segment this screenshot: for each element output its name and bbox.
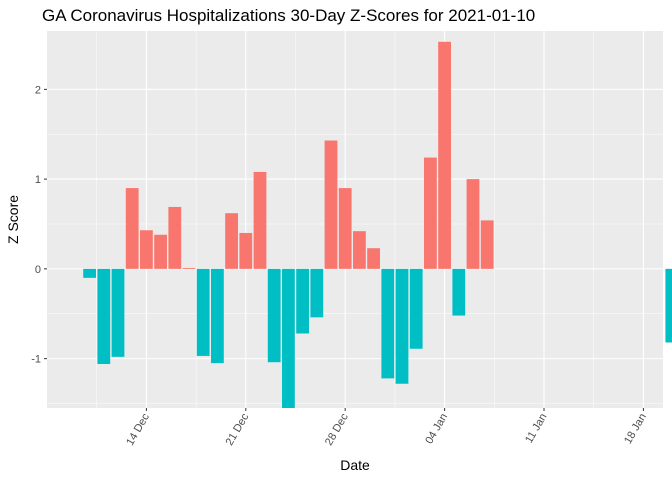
bar: [196, 268, 210, 356]
plot-panel: [47, 31, 663, 408]
bar: [310, 268, 324, 318]
y-tick-label: 2: [35, 84, 41, 96]
x-tick-label: 11 Jan: [523, 412, 550, 446]
x-tick-label: 28 Dec: [323, 411, 351, 448]
bar: [338, 188, 352, 269]
bar: [154, 234, 167, 269]
y-tick-label: 1: [35, 174, 41, 186]
y-tick-label: 0: [35, 264, 41, 276]
bar: [225, 213, 238, 269]
x-axis-title: Date: [340, 457, 370, 473]
y-axis: -1 0 1 2: [31, 84, 47, 366]
bar: [97, 268, 111, 365]
bar: [125, 188, 139, 269]
bar: [452, 268, 466, 316]
bar: [211, 268, 224, 364]
bar: [239, 232, 253, 269]
bar: [296, 268, 309, 334]
bar: [253, 171, 267, 269]
x-axis: 14 Dec 21 Dec 28 Dec 04 Jan 11 Jan 18 Jan: [124, 408, 649, 448]
x-tick-label: 21 Dec: [224, 411, 252, 448]
x-tick-label: 04 Jan: [423, 412, 450, 447]
bars: [83, 41, 672, 408]
x-tick-label: 14 Dec: [124, 411, 152, 448]
bar: [665, 268, 672, 343]
bar: [409, 268, 423, 349]
bar: [324, 140, 338, 269]
bar: [168, 206, 182, 269]
bar: [438, 41, 451, 269]
bar: [466, 179, 480, 269]
bar: [480, 220, 494, 269]
bar: [424, 157, 437, 269]
bar: [267, 268, 281, 363]
chart-title: GA Coronavirus Hospitalizations 30-Day Z…: [42, 6, 536, 25]
grid-minor: [47, 31, 663, 408]
y-axis-title: Z Score: [5, 195, 21, 244]
bar: [395, 268, 409, 384]
bar: [140, 230, 153, 269]
bar: [381, 268, 395, 379]
x-tick-label: 18 Jan: [622, 412, 649, 447]
bar: [353, 231, 366, 269]
y-tick-label: -1: [31, 354, 41, 366]
bar: [83, 268, 96, 278]
bar: [282, 268, 295, 408]
bar: [182, 267, 196, 269]
bar: [367, 248, 380, 269]
bar: [111, 268, 125, 357]
